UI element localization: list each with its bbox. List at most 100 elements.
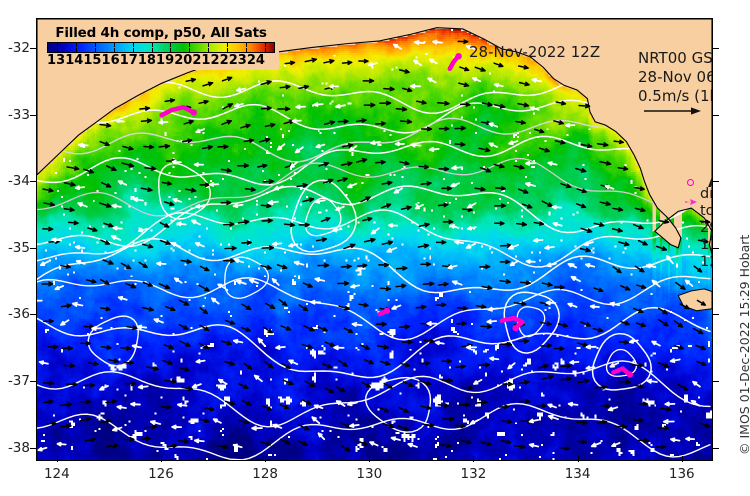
current-vector-arrow xyxy=(328,84,340,89)
current-vector-arrow xyxy=(611,442,621,448)
current-vector-arrow xyxy=(420,405,432,411)
current-vector-arrow xyxy=(333,345,345,351)
current-vector-arrow xyxy=(199,265,210,272)
current-vector-arrow xyxy=(310,299,321,305)
current-vector-arrow xyxy=(593,287,604,293)
current-vector-arrow xyxy=(441,186,452,191)
current-vector-arrow xyxy=(293,260,305,266)
current-vector-arrow xyxy=(190,219,201,226)
drifter-head-marker[interactable] xyxy=(455,52,462,60)
current-vector-arrow xyxy=(659,406,672,412)
current-vector-arrow xyxy=(136,324,148,330)
y-tick-mark xyxy=(30,381,37,383)
colorbar-tick-mark xyxy=(170,48,172,52)
current-vector-arrow xyxy=(139,106,151,111)
colorbar-tick-label: 18 xyxy=(137,53,156,68)
current-vector-arrow xyxy=(560,182,572,189)
current-vector-arrow xyxy=(313,102,324,107)
current-vector-arrow xyxy=(670,437,681,443)
current-vector-arrow xyxy=(338,360,348,367)
current-vector-arrow xyxy=(291,118,302,124)
current-vector-arrow xyxy=(313,404,324,410)
x-tick-label: 134 xyxy=(564,466,591,482)
current-vector-arrow xyxy=(241,240,252,246)
current-vector-arrow xyxy=(545,300,557,306)
current-vector-arrow xyxy=(423,338,435,344)
current-vector-arrow xyxy=(111,203,122,209)
current-vector-arrow xyxy=(117,295,128,301)
current-vector-arrow xyxy=(298,424,310,431)
drifter-head-marker[interactable] xyxy=(626,371,634,378)
current-vector-arrow xyxy=(347,182,358,189)
current-vector-arrow xyxy=(294,146,304,154)
drifter-head-marker[interactable] xyxy=(512,324,519,332)
drifter-track[interactable] xyxy=(611,366,632,377)
current-vector-arrow xyxy=(594,384,608,390)
current-vector-arrow xyxy=(243,362,253,370)
current-vector-arrow xyxy=(379,406,390,413)
current-vector-arrow xyxy=(533,221,545,226)
colorbar-tick-mark xyxy=(264,48,266,52)
ssh-contour-line xyxy=(158,162,211,220)
current-vector-arrow xyxy=(547,403,557,409)
current-vector-arrow xyxy=(362,216,373,222)
current-vector-arrow xyxy=(437,202,449,208)
colorbar-tick-mark xyxy=(226,48,228,52)
current-vector-arrow xyxy=(142,281,153,287)
x-tick-mark xyxy=(265,456,267,462)
current-vector-arrow xyxy=(222,103,234,110)
current-vector-arrow xyxy=(480,441,492,447)
current-vector-arrow xyxy=(183,119,194,125)
current-vector-arrow xyxy=(77,142,89,148)
current-vector-arrow xyxy=(441,358,453,364)
current-vector-arrow xyxy=(143,424,158,430)
drifter-track[interactable] xyxy=(499,315,525,331)
current-vector-arrow xyxy=(471,77,482,83)
current-vector-arrow xyxy=(420,181,432,186)
current-vector-arrow xyxy=(317,326,328,332)
current-vector-arrow xyxy=(120,262,132,270)
current-vector-arrow xyxy=(618,241,630,247)
current-vector-arrow xyxy=(238,383,249,389)
current-vector-arrow xyxy=(100,345,112,350)
current-vector-arrow xyxy=(301,343,313,349)
current-vector-arrow xyxy=(37,299,43,302)
x-tick-label: 132 xyxy=(460,466,487,482)
current-vector-arrow xyxy=(170,242,181,248)
current-vector-arrow xyxy=(185,77,197,83)
current-vector-arrow xyxy=(493,62,504,68)
y-tick-mark-right xyxy=(712,447,719,449)
current-vector-arrow xyxy=(132,196,144,203)
current-vector-arrow xyxy=(105,165,117,171)
current-vector-arrow xyxy=(417,243,430,249)
current-vector-arrow xyxy=(176,402,188,408)
current-vector-arrow xyxy=(633,418,644,423)
drifter-head-marker[interactable] xyxy=(383,307,391,314)
drifter-track[interactable] xyxy=(159,104,195,118)
y-tick-label: -34 xyxy=(7,173,30,190)
vector-group xyxy=(37,39,711,452)
current-vector-arrow xyxy=(414,203,424,210)
drifter-head-marker[interactable] xyxy=(190,109,198,116)
drifter-track[interactable] xyxy=(447,54,460,72)
y-tick-mark-right xyxy=(712,114,719,116)
current-vector-arrow xyxy=(322,178,334,184)
current-vector-arrow xyxy=(289,161,299,169)
current-vector-arrow xyxy=(79,416,92,422)
map-plot-area[interactable]: Filled 4h comp, p50, All Sats 13 14 15 16 17… xyxy=(36,18,713,461)
current-vector-arrow xyxy=(143,144,155,150)
current-vector-arrow xyxy=(275,345,286,350)
current-vector-arrow xyxy=(555,100,567,106)
current-vector-arrow xyxy=(493,221,505,226)
colorbar-tick-mark xyxy=(113,43,115,47)
current-vector-arrow xyxy=(179,340,191,347)
current-vector-arrow xyxy=(103,222,114,228)
current-vector-arrow xyxy=(696,299,707,306)
current-vector-arrow xyxy=(481,101,493,107)
current-vector-arrow xyxy=(198,342,210,350)
current-vector-arrow xyxy=(399,160,410,166)
current-vector-arrow xyxy=(336,386,346,393)
current-vector-arrow xyxy=(195,128,206,134)
current-vector-arrow xyxy=(528,418,540,424)
current-vector-arrow xyxy=(144,166,157,171)
